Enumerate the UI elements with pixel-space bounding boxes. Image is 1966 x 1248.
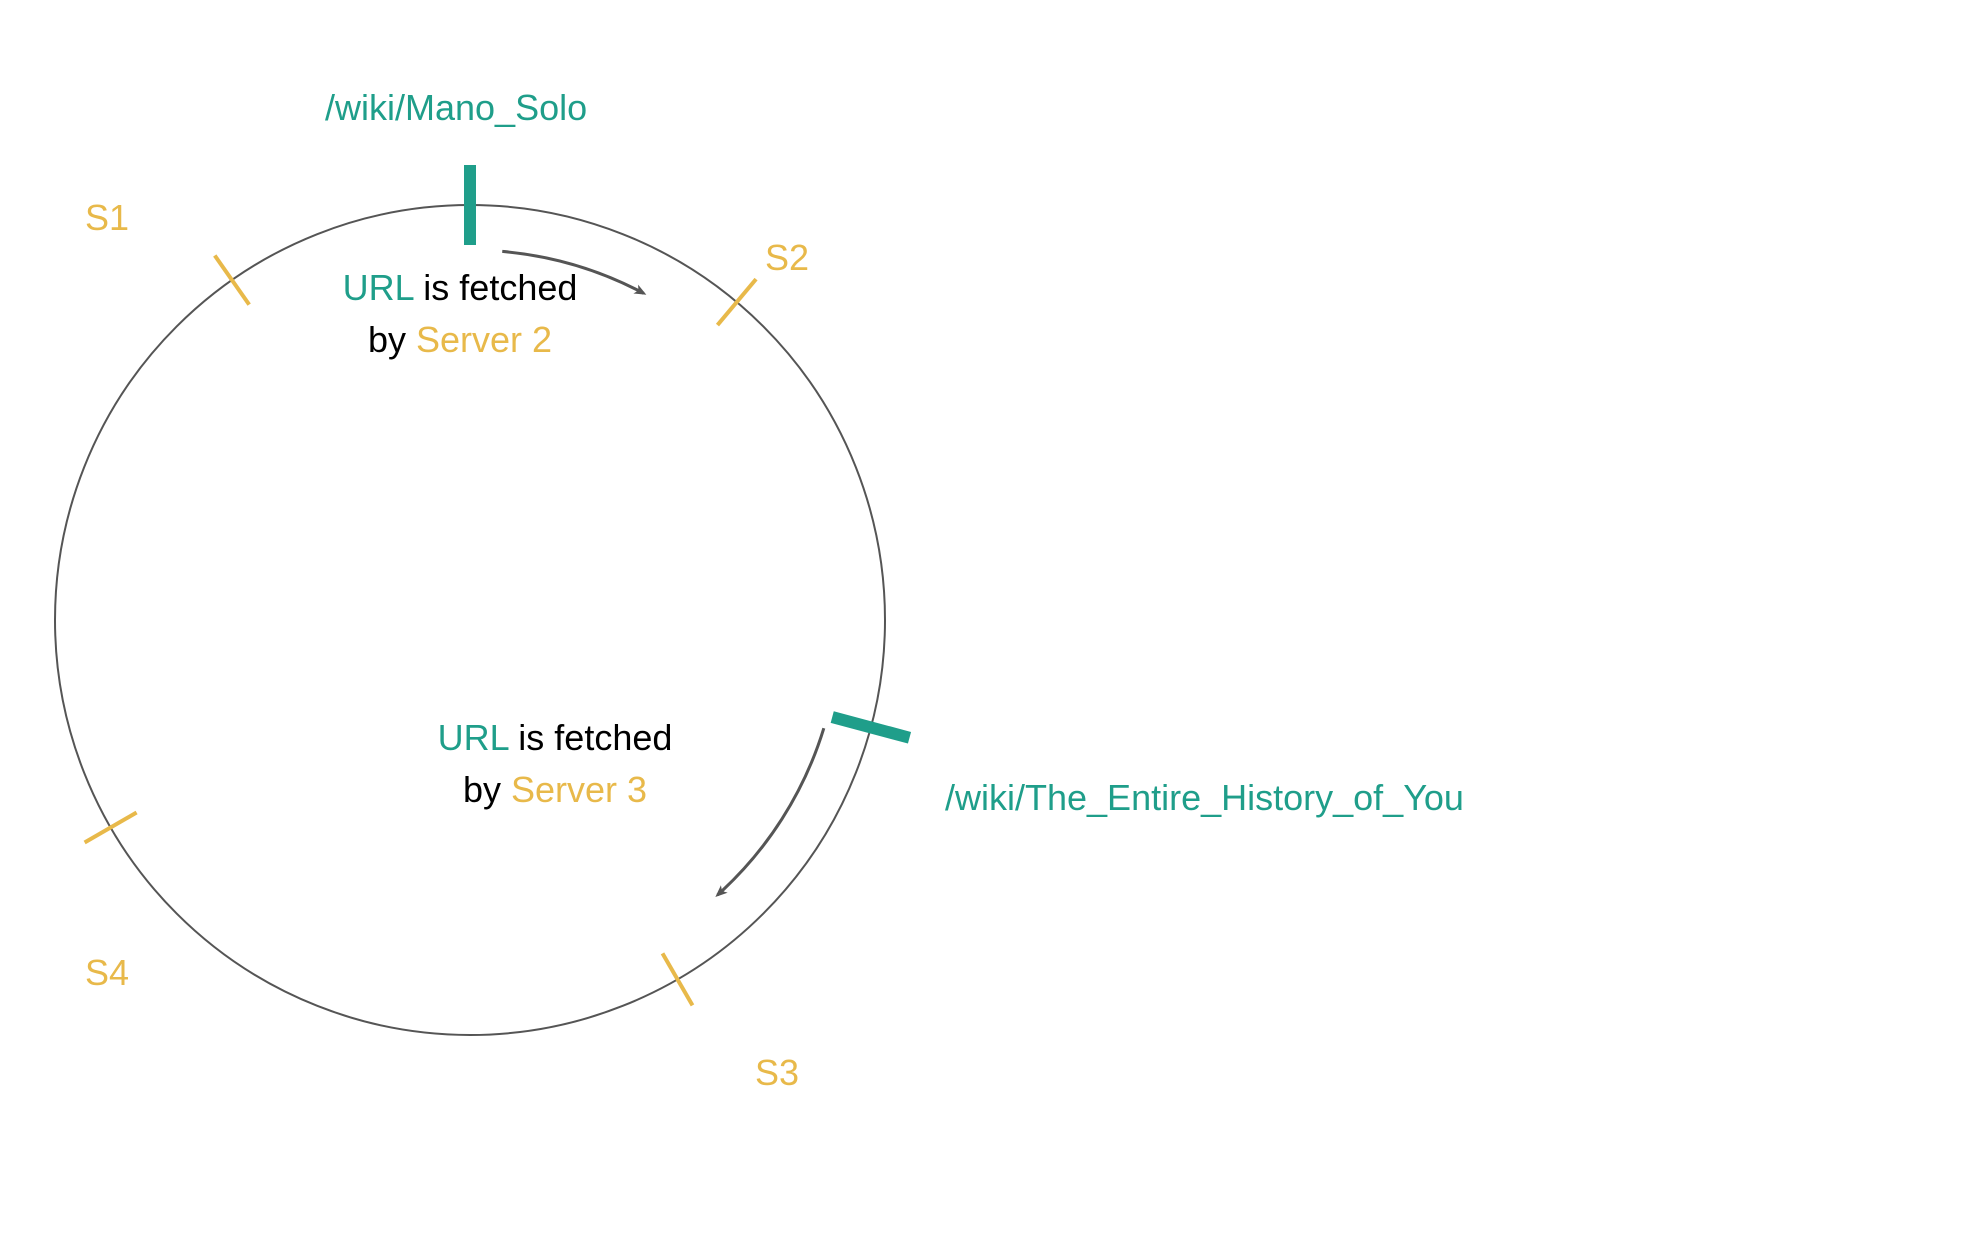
caption-1-line-1: URL is fetched (343, 267, 578, 308)
url-tick-2 (832, 717, 909, 738)
server-ticks-group (85, 255, 756, 1005)
caption-2-line-1: URL is fetched (438, 717, 673, 758)
arrow-2 (718, 728, 824, 895)
server-tick-s2 (717, 279, 756, 325)
server-label-s3: S3 (755, 1052, 799, 1093)
server-label-s1: S1 (85, 197, 129, 238)
url-ticks-group (470, 165, 909, 738)
url-label-1: /wiki/Mano_Solo (325, 87, 587, 128)
server-label-s2: S2 (765, 237, 809, 278)
server-tick-s3 (663, 953, 693, 1005)
server-label-s4: S4 (85, 952, 129, 993)
server-tick-s1 (215, 255, 249, 304)
caption-1-line-2: by Server 2 (368, 319, 552, 360)
url-label-2: /wiki/The_Entire_History_of_You (945, 777, 1464, 818)
caption-2-line-2: by Server 3 (463, 769, 647, 810)
server-tick-s4 (85, 813, 137, 843)
hash-ring-diagram: S1 S2 S3 S4 /wiki/Mano_Solo /wiki/The_En… (0, 0, 1966, 1248)
